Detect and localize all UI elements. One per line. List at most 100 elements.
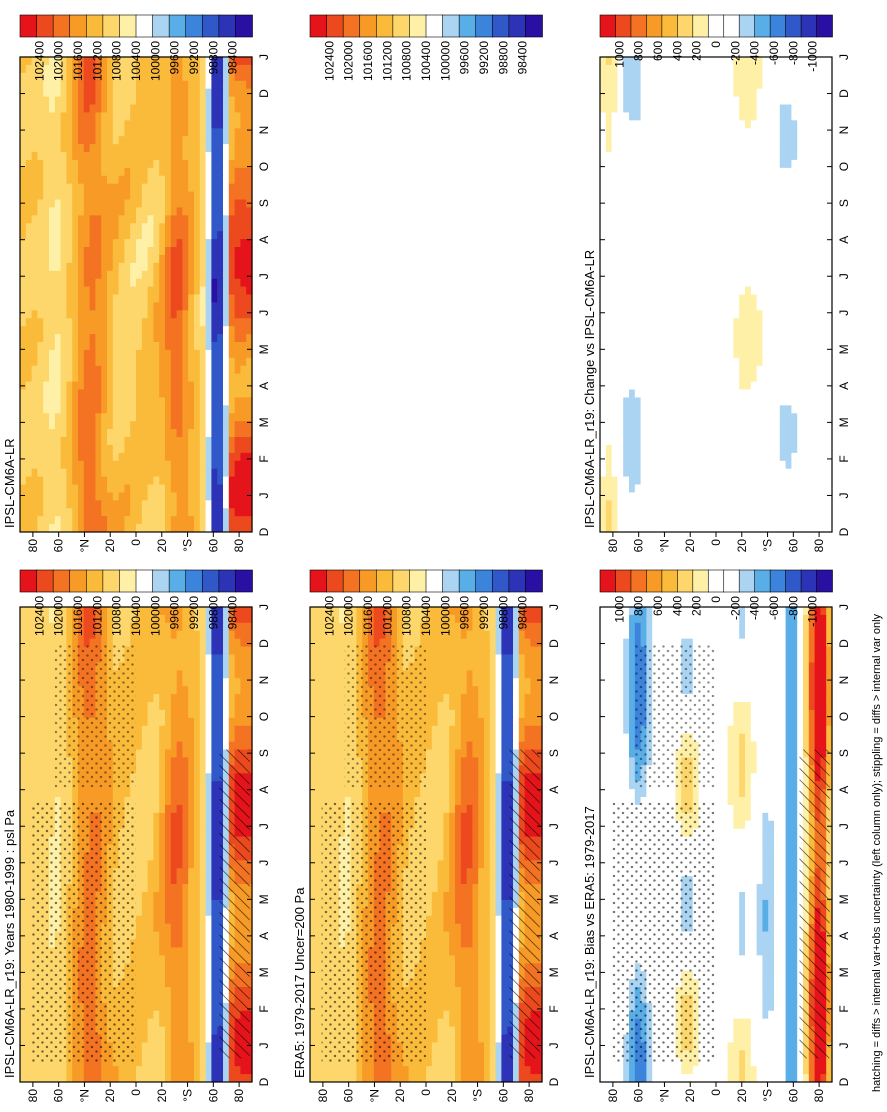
heatmap-cell	[176, 1049, 184, 1059]
heatmap-cell	[321, 772, 329, 782]
heatmap-cell	[176, 709, 184, 718]
heatmap-cell	[518, 733, 526, 742]
heatmap-cell	[431, 1057, 439, 1067]
heatmap-cell	[437, 638, 445, 647]
heatmap-cell	[31, 693, 39, 702]
heatmap-cell	[466, 772, 474, 782]
heatmap-cell	[460, 1073, 468, 1082]
heatmap-cell	[489, 1065, 497, 1075]
heatmap-cell	[431, 1010, 439, 1019]
heatmap-cell	[136, 978, 143, 987]
heatmap-cell	[466, 938, 474, 948]
heatmap-cell	[484, 835, 491, 845]
heatmap-cell	[489, 938, 497, 948]
heatmap-cell	[188, 764, 195, 774]
heatmap-cell	[455, 820, 462, 829]
heatmap-cell	[495, 725, 503, 734]
heatmap-cell	[495, 717, 503, 726]
heatmap-cell	[159, 986, 166, 995]
heatmap-cell	[692, 1065, 700, 1075]
heatmap-cell	[170, 638, 178, 647]
lat-tick-label: 60	[496, 1089, 510, 1103]
heatmap-cell	[223, 733, 230, 742]
heatmap-cell	[176, 994, 184, 1003]
heatmap-cell	[153, 780, 160, 790]
heatmap-cell	[159, 645, 166, 655]
heatmap-cell	[205, 1041, 213, 1051]
heatmap-cell	[211, 1065, 218, 1075]
heatmap-cell	[455, 693, 462, 702]
heatmap-cell	[176, 748, 184, 758]
heatmap-cell	[437, 812, 445, 821]
heatmap-cell	[165, 1049, 172, 1059]
heatmap-cell	[484, 677, 491, 687]
heatmap-cell	[153, 915, 160, 924]
heatmap-cell	[182, 780, 189, 790]
heatmap-cell	[698, 1065, 705, 1075]
heatmap-cell	[182, 946, 189, 956]
heatmap-cell	[489, 764, 497, 774]
heatmap-cell	[437, 1041, 445, 1051]
heatmap-cell	[460, 780, 468, 790]
heatmap-cell	[385, 788, 392, 797]
heatmap-cell	[484, 907, 491, 916]
heatmap-cell	[141, 661, 149, 671]
heatmap-cell	[159, 1010, 166, 1019]
heatmap-cell	[49, 677, 56, 687]
heatmap-cell	[240, 1073, 247, 1082]
heatmap-cell	[652, 1065, 659, 1075]
heatmap-cell	[223, 669, 230, 679]
month-tick-label: A	[257, 786, 271, 794]
heatmap-cell	[20, 986, 27, 995]
heatmap-cell	[426, 1065, 433, 1075]
heatmap-cell	[449, 1065, 456, 1075]
heatmap-cell	[466, 1025, 474, 1035]
heatmap-cell	[426, 677, 433, 687]
heatmap-cell	[449, 1025, 456, 1035]
heatmap-cell	[449, 1010, 456, 1019]
heatmap-cell	[629, 1065, 636, 1075]
heatmap-cell	[437, 899, 445, 908]
heatmap-cell	[188, 1049, 195, 1059]
heatmap-cell	[460, 970, 468, 980]
heatmap-cell	[136, 764, 143, 774]
heatmap-cell	[495, 970, 503, 980]
heatmap-cell	[426, 725, 433, 734]
heatmap-cell	[455, 772, 462, 782]
heatmap-cell	[153, 725, 160, 734]
heatmap-cell	[20, 938, 27, 948]
heatmap-cell	[170, 946, 178, 956]
heatmap-cell	[426, 661, 433, 671]
heatmap-cell	[43, 764, 50, 774]
month-tick-label: J	[547, 1042, 561, 1048]
heatmap-cell	[25, 1049, 33, 1059]
heatmap-cell	[240, 725, 247, 734]
heatmap-cell	[495, 804, 503, 813]
heatmap-cell	[165, 875, 172, 885]
heatmap-cell	[170, 1033, 178, 1043]
heatmap-cell	[170, 1025, 178, 1035]
heatmap-cell	[118, 1073, 125, 1082]
heatmap-cell	[310, 978, 317, 987]
heatmap-cell	[472, 725, 479, 734]
heatmap-cell	[188, 740, 195, 750]
heatmap-cell	[141, 907, 149, 916]
heatmap-cell	[315, 962, 323, 972]
heatmap-cell	[194, 859, 201, 869]
heatmap-cell	[188, 638, 195, 647]
heatmap-cell	[136, 938, 143, 948]
heatmap-cell	[31, 669, 39, 679]
heatmap-cell	[199, 693, 207, 702]
heatmap-cell	[25, 645, 33, 655]
heatmap-cell	[153, 669, 160, 679]
heatmap-cell	[188, 669, 195, 679]
heatmap-cell	[426, 930, 433, 940]
heatmap-cell	[501, 883, 508, 892]
heatmap-cell	[310, 835, 317, 845]
heatmap-cell	[478, 1033, 485, 1043]
heatmap-cell	[489, 923, 497, 932]
heatmap-cell	[136, 1057, 143, 1067]
heatmap-cell	[449, 645, 456, 655]
heatmap-cell	[188, 875, 195, 885]
heatmap-cell	[466, 733, 474, 742]
